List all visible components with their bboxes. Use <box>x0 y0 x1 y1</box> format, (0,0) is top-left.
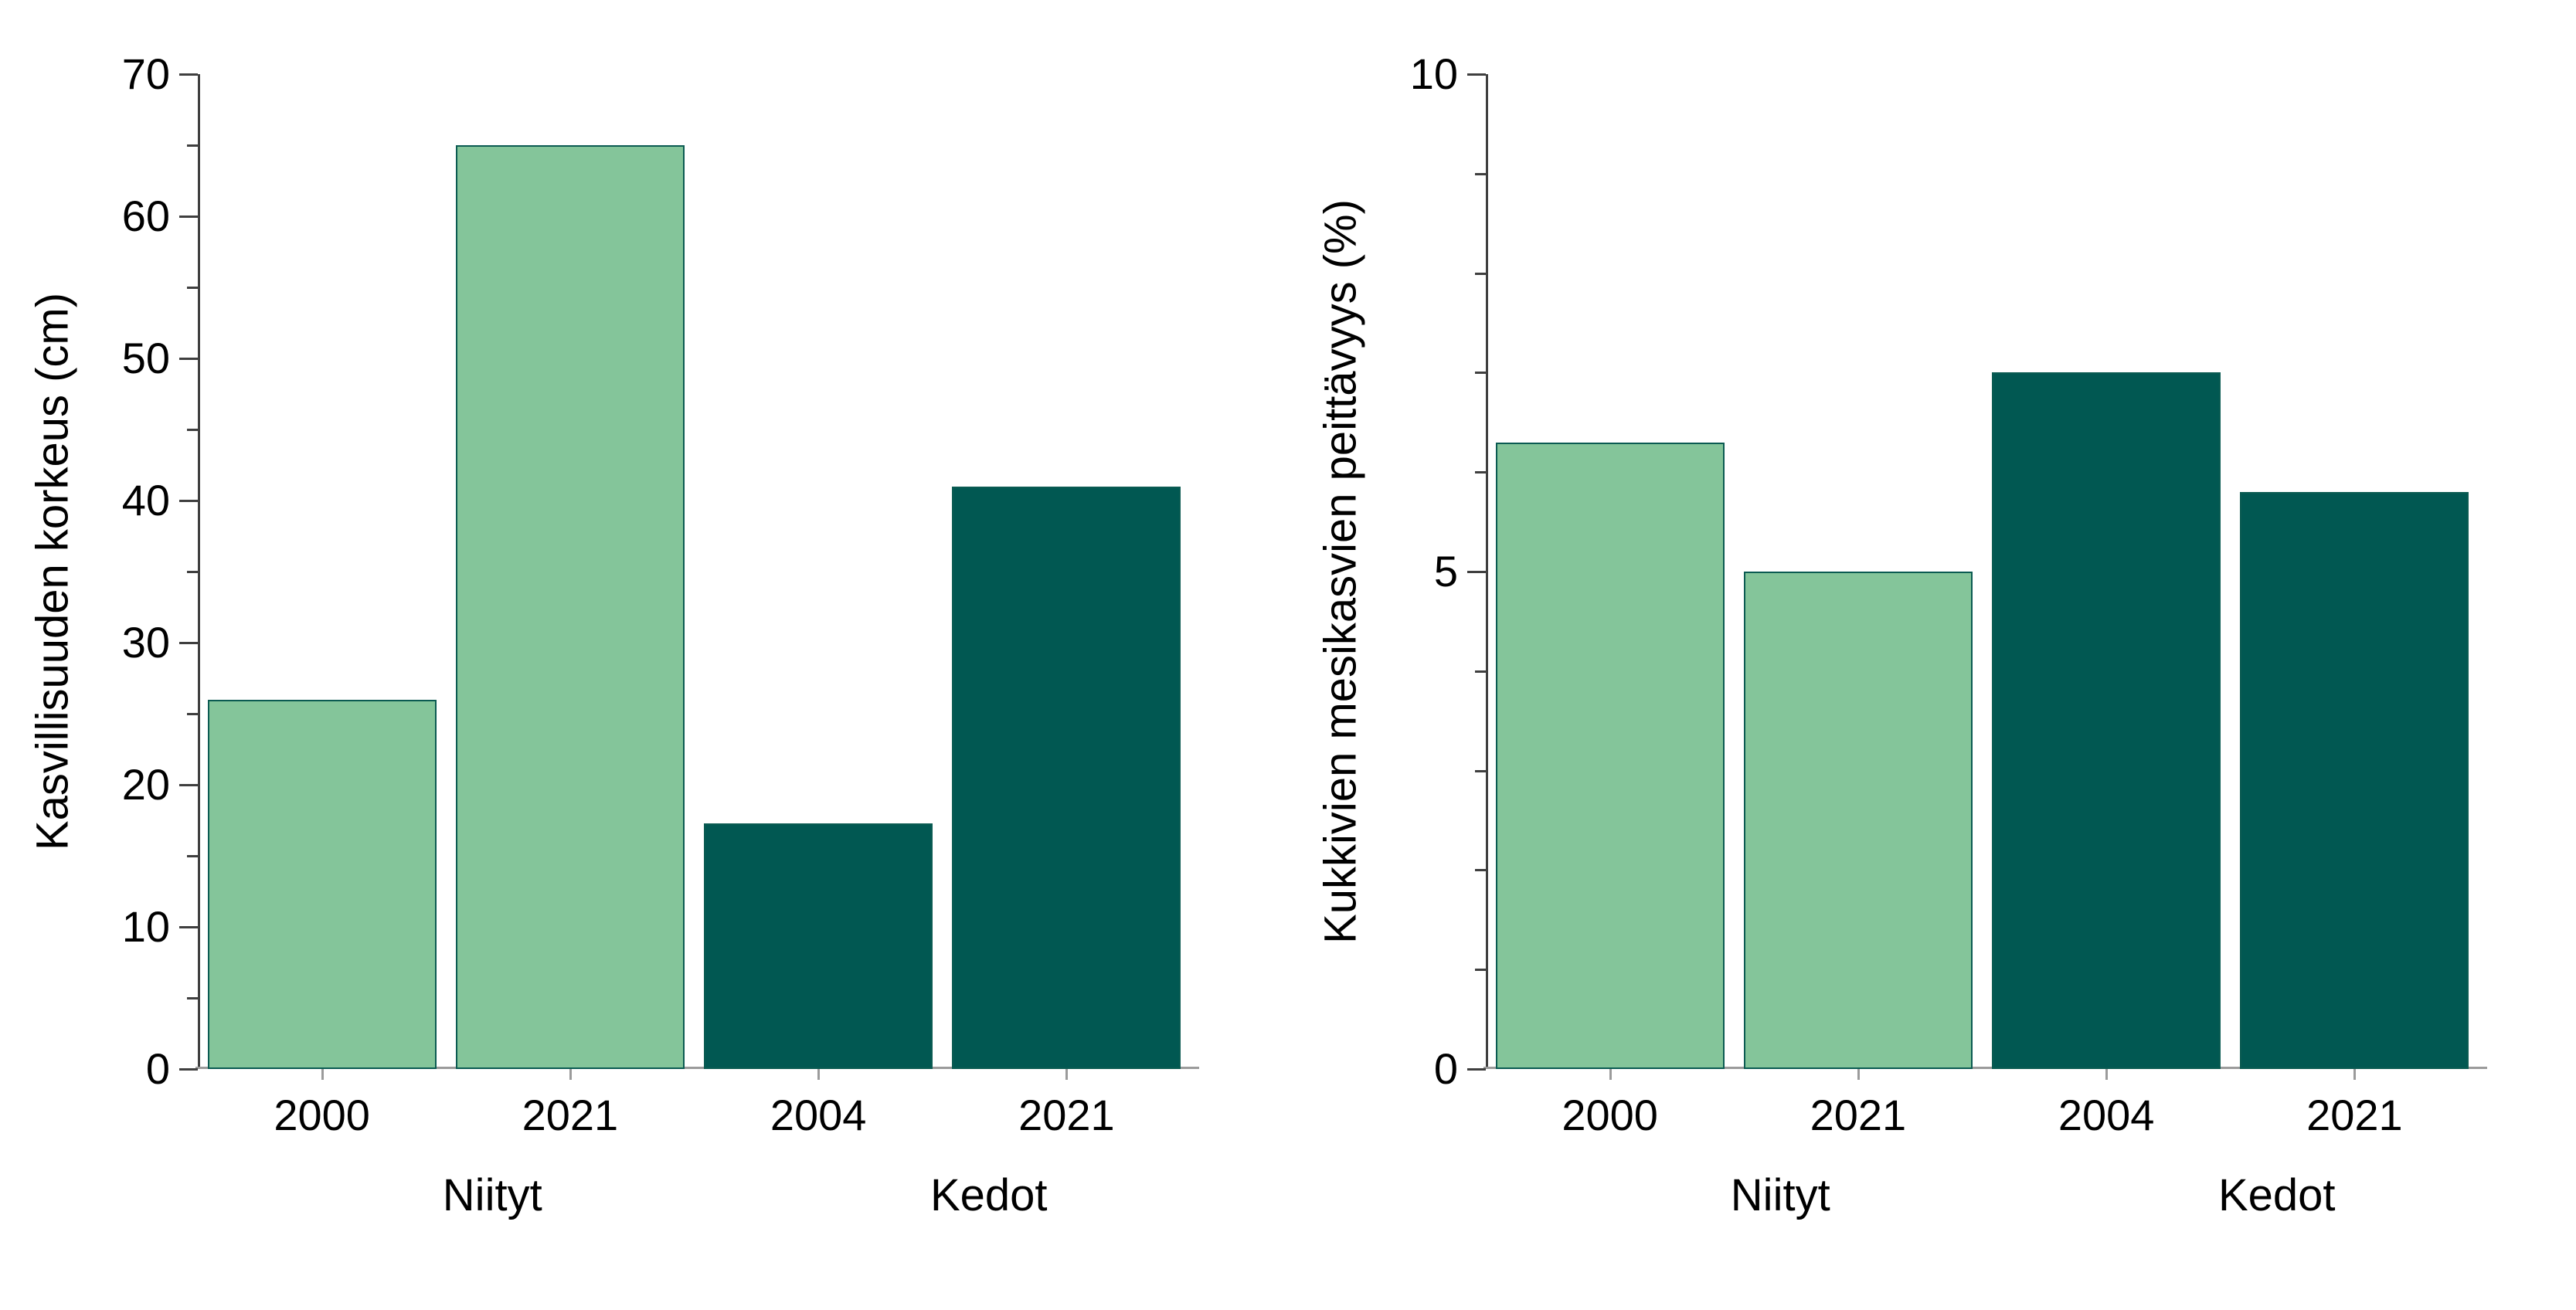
y-major-tick <box>179 784 198 786</box>
y-major-tick <box>179 642 198 644</box>
x-tick-label: 2021 <box>522 1091 619 1139</box>
y-minor-tick <box>187 429 198 431</box>
y-axis-line <box>198 74 200 1069</box>
group-label: Kedot <box>2217 1170 2336 1220</box>
x-tick <box>569 1069 572 1080</box>
bar <box>1495 442 1725 1069</box>
plot-area: 0 10 20 30 40 50 60 70 2000 2021 2004 2021 Niityt Ked… <box>122 53 1199 1219</box>
y-tick-label: 10 <box>121 902 170 951</box>
y-major-tick <box>1467 73 1486 76</box>
x-tick-label: 2000 <box>1562 1091 1658 1139</box>
bar <box>2240 491 2469 1069</box>
y-minor-tick <box>1475 172 1486 175</box>
y-tick-label: 5 <box>1433 547 1458 596</box>
y-minor-tick <box>1475 769 1486 772</box>
y-axis-line <box>1486 74 1488 1069</box>
x-tick <box>1609 1069 1612 1080</box>
y-minor-tick <box>187 144 198 147</box>
x-tick <box>321 1069 324 1080</box>
bar <box>704 823 933 1069</box>
x-tick <box>1065 1069 1069 1080</box>
y-minor-tick <box>187 713 198 715</box>
y-tick-label: 30 <box>121 618 170 667</box>
bar <box>952 486 1181 1069</box>
y-minor-tick <box>187 997 198 999</box>
x-axis-line <box>195 1067 1199 1069</box>
y-major-tick <box>179 1068 198 1071</box>
x-axis-line <box>1483 1067 2487 1069</box>
y-minor-tick <box>187 571 198 573</box>
chart-vegetation-height: Kasvillisuuden korkeus (cm) 0 10 20 30 40 50 6… <box>28 53 1199 1219</box>
y-major-tick <box>179 358 198 360</box>
y-minor-tick <box>1475 272 1486 275</box>
x-tick <box>1857 1069 1860 1080</box>
x-tick <box>2105 1069 2109 1080</box>
bar <box>207 699 437 1069</box>
y-tick-label: 20 <box>121 760 170 809</box>
y-minor-tick <box>1475 969 1486 972</box>
y-minor-tick <box>187 855 198 857</box>
plot-area: 0 5 10 2000 2021 2004 2021 Niityt Kedot <box>1410 53 2487 1219</box>
y-tick-label: 0 <box>145 1044 170 1093</box>
y-tick-label: 70 <box>121 49 170 98</box>
y-minor-tick <box>1475 471 1486 474</box>
x-tick-label: 2004 <box>770 1091 867 1139</box>
y-major-tick <box>179 500 198 502</box>
y-major-tick <box>179 926 198 928</box>
group-label: Niityt <box>1730 1170 1830 1220</box>
group-label: Niityt <box>442 1170 542 1220</box>
x-tick-label: 2021 <box>1018 1091 1115 1139</box>
x-tick-label: 2021 <box>2306 1091 2403 1139</box>
y-minor-tick <box>1475 372 1486 375</box>
y-major-tick <box>1467 571 1486 573</box>
y-minor-tick <box>1475 670 1486 673</box>
y-tick-label: 0 <box>1433 1044 1458 1093</box>
bar <box>1743 572 1973 1069</box>
x-tick <box>2353 1069 2357 1080</box>
y-tick-label: 50 <box>121 334 170 382</box>
y-major-tick <box>1467 1068 1486 1071</box>
y-major-tick <box>179 73 198 76</box>
y-tick-label: 10 <box>1409 49 1458 98</box>
y-tick-label: 60 <box>121 192 170 240</box>
x-tick-label: 2000 <box>274 1091 370 1139</box>
x-tick <box>817 1069 821 1080</box>
y-tick-label: 40 <box>121 476 170 524</box>
bar <box>455 145 685 1069</box>
y-minor-tick <box>187 287 198 289</box>
y-minor-tick <box>1475 869 1486 872</box>
x-tick-label: 2021 <box>1810 1091 1907 1139</box>
x-tick-label: 2004 <box>2058 1091 2155 1139</box>
group-label: Kedot <box>929 1170 1048 1220</box>
bar <box>1992 372 2221 1069</box>
y-major-tick <box>179 216 198 218</box>
